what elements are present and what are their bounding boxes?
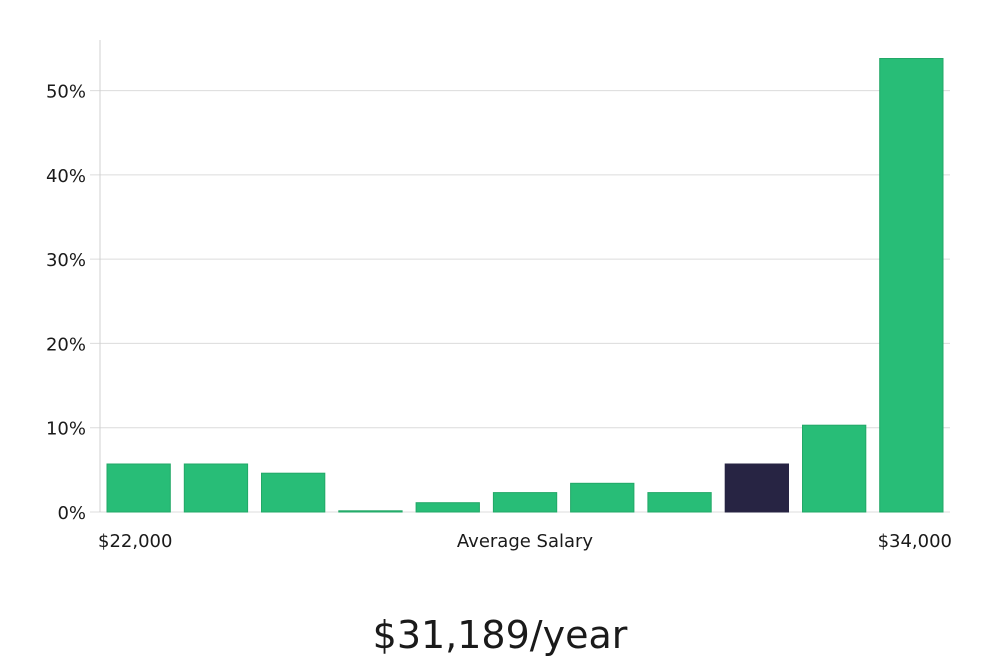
average-salary-headline: $31,189/year bbox=[373, 613, 628, 657]
y-tick-label: 0% bbox=[57, 503, 86, 524]
bar bbox=[879, 58, 944, 513]
bar bbox=[338, 510, 403, 513]
y-tick-label: 10% bbox=[46, 419, 86, 440]
bar bbox=[802, 424, 867, 513]
x-axis-title: Average Salary bbox=[457, 531, 594, 552]
y-tick-label: 20% bbox=[46, 334, 86, 355]
y-tick-label: 30% bbox=[46, 250, 86, 271]
x-start-label: $22,000 bbox=[98, 531, 172, 552]
bar bbox=[261, 472, 326, 513]
bar bbox=[570, 482, 635, 513]
y-tick-label: 40% bbox=[46, 166, 86, 187]
x-end-label: $34,000 bbox=[878, 531, 952, 552]
bar bbox=[492, 492, 558, 513]
y-axis-ticks: 0% 10% 20% 30% 40% 50% bbox=[46, 82, 86, 524]
bar bbox=[183, 463, 249, 513]
bar bbox=[106, 463, 171, 513]
bar bbox=[415, 502, 480, 513]
bars bbox=[106, 58, 944, 513]
bar-highlighted bbox=[724, 463, 790, 513]
bar bbox=[647, 492, 712, 513]
y-tick-label: 50% bbox=[46, 82, 86, 103]
